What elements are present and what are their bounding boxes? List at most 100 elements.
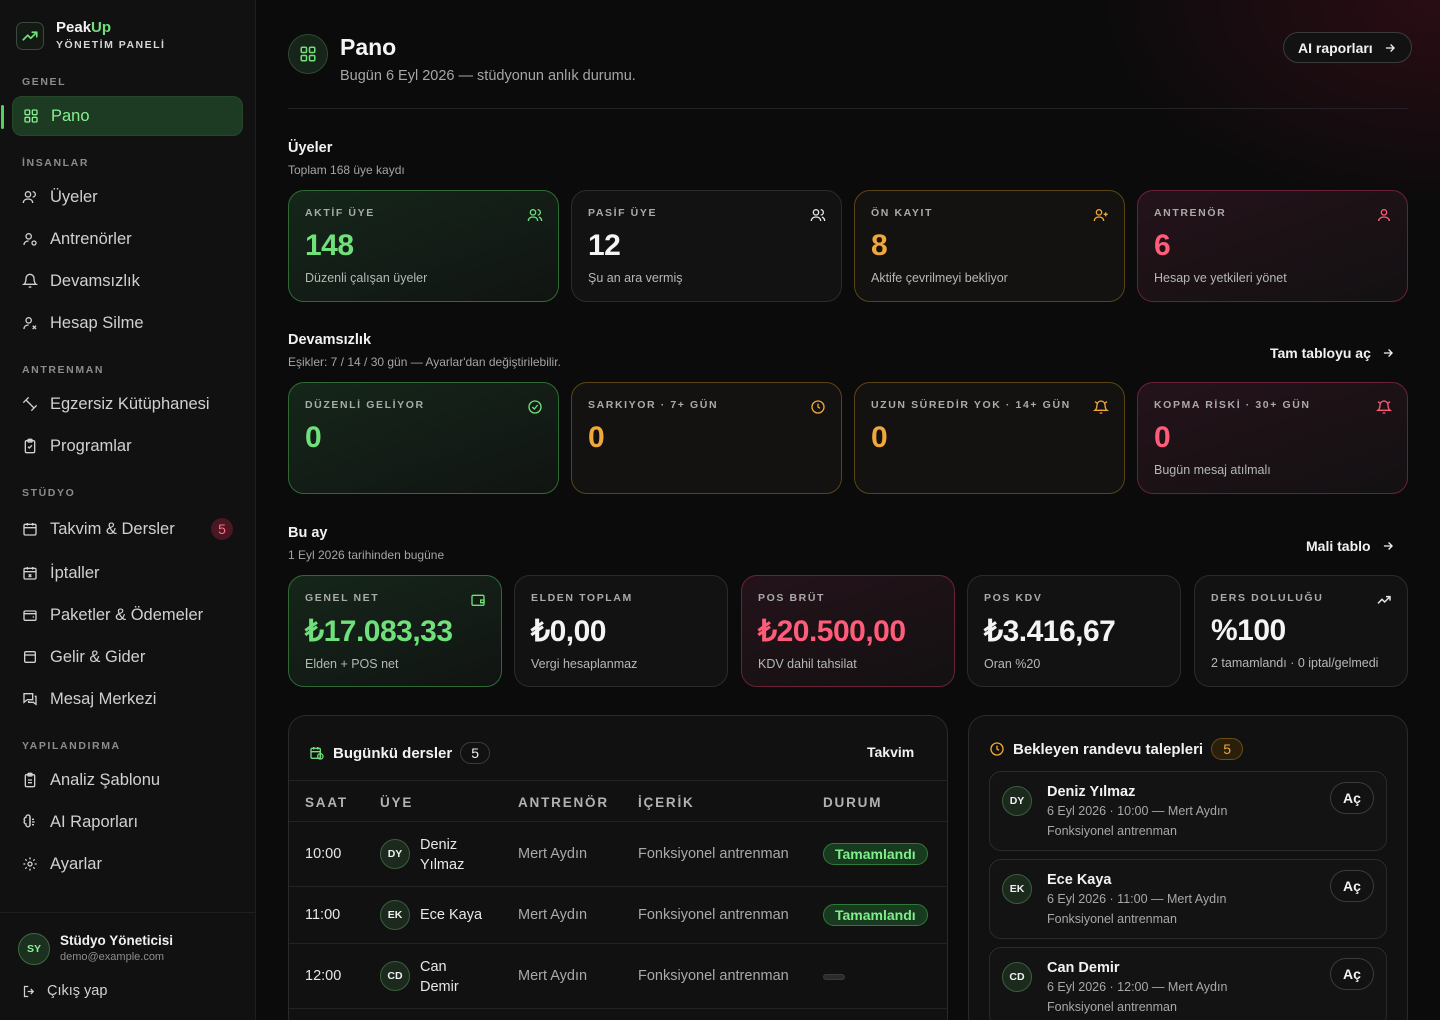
bell-icon [22,273,38,288]
lesson-content: Fonksiyonel antrenman [638,846,789,862]
stat-card-long-absent[interactable]: UZUN SÜREDİR YOK · 14+ GÜN 0 [854,382,1125,494]
lessons-title: Bugünkü dersler [333,744,453,762]
logout-button[interactable]: Çıkış yap [22,983,107,999]
stat-card-pos-vat[interactable]: POS KDV ₺3.416,67 Oran %20 [967,575,1181,687]
stat-card-pre-registration[interactable]: ÖN KAYIT 8 Aktife çevrilmeyi bekliyor [854,190,1125,302]
brand-subtitle: YÖNETİM PANELİ [56,39,166,51]
sidebar-item-cancellations[interactable]: İptaller [12,553,243,593]
calendar-link[interactable]: Takvim [867,744,915,760]
card-value: %100 [1211,614,1286,647]
lessons-count-badge: 5 [460,742,491,764]
card-label: ANTRENÖR [1154,207,1227,219]
card-value: 0 [871,421,888,454]
sidebar-item-account-deletion[interactable]: Hesap Silme [12,303,243,343]
section-label-training: ANTRENMAN [22,364,105,376]
requests-count-badge: 5 [1211,738,1244,760]
check-circle-icon [528,400,542,414]
table-row[interactable]: 11:00 EK Ece Kaya Mert Aydın Fonksiyonel… [289,887,947,944]
sidebar-item-packages[interactable]: Paketler & Ödemeler [12,595,243,635]
open-button[interactable]: Aç [1330,870,1374,902]
gear-icon [23,857,37,871]
sidebar-item-programs[interactable]: Programlar [12,426,243,466]
members-subtitle: Toplam 168 üye kaydı [288,163,405,177]
financial-table-link[interactable]: Mali tablo [1306,538,1395,554]
sidebar-item-label: Egzersiz Kütüphanesi [50,394,210,413]
user-x-icon [23,317,37,330]
users-icon [527,209,543,222]
ai-reports-button[interactable]: AI raporları [1283,32,1412,63]
lesson-member: Can Demir [420,959,459,995]
count-badge: 5 [211,518,233,540]
card-value: 12 [588,229,621,262]
sidebar-item-members[interactable]: Üyeler [12,177,243,217]
requests-title: Bekleyen randevu talepleri [1013,740,1204,758]
lesson-trainer: Mert Aydın [518,907,588,923]
trend-up-icon [1377,595,1391,604]
calendar-clock-icon [310,747,324,760]
brand[interactable]: PeakUp YÖNETİM PANELİ [16,20,165,51]
page-title: Pano [340,34,397,60]
sidebar-item-label: Gelir & Gider [50,647,146,666]
request-item[interactable]: CD Can Demir 6 Eyl 2026 · 12:00 — Mert A… [989,947,1387,1020]
stat-card-active-members[interactable]: AKTİF ÜYE 148 Düzenli çalışan üyeler [288,190,559,302]
lesson-time: 10:00 [305,846,342,862]
stat-card-occupancy[interactable]: DERS DOLULUĞU %100 2 tamamlandı · 0 ipta… [1194,575,1408,687]
card-label: ÖN KAYIT [871,207,934,219]
table-row[interactable]: 10:00 DY Deniz Yılmaz Mert Aydın Fonksiyo… [289,822,947,887]
grid-icon [24,109,38,123]
calendar-x-icon [23,567,37,580]
stat-card-slipping[interactable]: SARKIYOR · 7+ GÜN 0 [571,382,842,494]
sidebar-item-label: Devamsızlık [50,271,140,290]
card-label: GENEL NET [305,592,380,604]
stat-card-cash[interactable]: ELDEN TOPLAM ₺0,00 Vergi hesaplanmaz [514,575,728,687]
clipboard-icon [24,438,36,454]
stat-card-regular[interactable]: DÜZENLİ GELİYOR 0 [288,382,559,494]
sidebar-item-messages[interactable]: Mesaj Merkezi [12,679,243,719]
sidebar-item-absence[interactable]: Devamsızlık [12,261,243,301]
clock-icon [990,742,1004,756]
section-label-general: GENEL [22,76,67,88]
sidebar-item-settings[interactable]: Ayarlar [12,844,243,884]
card-value: 6 [1154,229,1171,262]
stat-card-passive-members[interactable]: PASİF ÜYE 12 Şu an ara vermiş [571,190,842,302]
card-desc: Vergi hesaplanmaz [531,657,638,671]
status-badge: Tamamlandı [823,843,928,865]
avatar: CD [380,961,410,991]
sidebar-item-calendar[interactable]: Takvim & Dersler 5 [12,509,243,549]
request-type: Fonksiyonel antrenman [1047,1000,1177,1014]
todays-lessons-panel: Bugünkü dersler 5 Takvim SAAT ÜYE ANTREN… [288,715,948,1020]
stat-card-net[interactable]: GENEL NET ₺17.083,33 Elden + POS net [288,575,502,687]
column-header: SAAT [305,795,348,810]
avatar: EK [380,900,410,930]
main-content: Pano Bugün 6 Eyl 2026 — stüdyonun anlık … [256,0,1440,1020]
full-table-link[interactable]: Tam tabloyu aç [1270,345,1395,361]
card-value: 0 [1154,421,1171,454]
stat-card-dropout-risk[interactable]: KOPMA RİSKİ · 30+ GÜN 0 Bugün mesaj atıl… [1137,382,1408,494]
trend-up-icon [16,21,44,50]
sidebar-item-ai-reports[interactable]: AI Raporları [12,802,243,842]
sidebar-item-label: AI Raporları [50,812,139,831]
request-type: Fonksiyonel antrenman [1047,824,1177,838]
sidebar-item-label: İptaller [50,563,100,582]
stat-card-pos-gross[interactable]: POS BRÜT ₺20.500,00 KDV dahil tahsilat [741,575,955,687]
card-label: PASİF ÜYE [588,207,658,219]
sidebar-item-exercise-library[interactable]: Egzersiz Kütüphanesi [12,384,243,424]
sidebar-item-trainers[interactable]: Antrenörler [12,219,243,259]
table-row[interactable]: 12:00 CD Can Demir Mert Aydın Fonksiyonel… [289,944,947,1009]
stat-card-trainers[interactable]: ANTRENÖR 6 Hesap ve yetkileri yönet [1137,190,1408,302]
request-item[interactable]: DY Deniz Yılmaz 6 Eyl 2026 · 10:00 — Mer… [989,771,1387,851]
sidebar-item-pano[interactable]: Pano [1,96,243,136]
open-button[interactable]: Aç [1330,958,1374,990]
status-badge: Tamamlandı [823,904,928,926]
sidebar-item-income[interactable]: Gelir & Gider [12,637,243,677]
card-value: 148 [305,229,354,262]
avatar: CD [1002,962,1032,992]
sidebar-item-analysis-template[interactable]: Analiz Şablonu [12,760,243,800]
avatar: SY [18,933,50,965]
sidebar-item-label: Antrenörler [50,229,132,248]
card-desc: Düzenli çalışan üyeler [305,271,428,285]
request-item[interactable]: EK Ece Kaya 6 Eyl 2026 · 11:00 — Mert Ay… [989,859,1387,939]
open-button[interactable]: Aç [1330,782,1374,814]
avatar: EK [1002,874,1032,904]
card-label: DERS DOLULUĞU [1211,592,1324,604]
